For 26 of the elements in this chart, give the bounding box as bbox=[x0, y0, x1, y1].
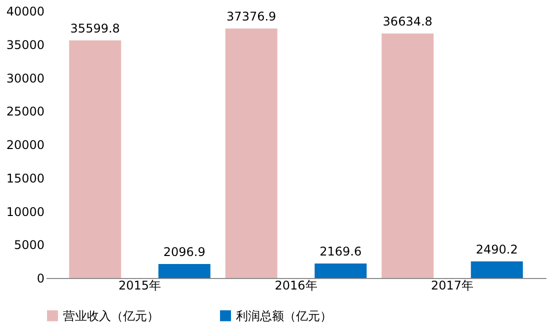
bar bbox=[314, 264, 367, 278]
x-tick-label: 2017年 bbox=[430, 278, 474, 292]
legend-label: 利润总额（亿元） bbox=[236, 308, 332, 323]
bar bbox=[382, 33, 434, 278]
y-tick-label: 30000 bbox=[6, 71, 44, 86]
y-tick-label: 20000 bbox=[6, 138, 44, 152]
data-label: 2096.9 bbox=[163, 245, 206, 260]
y-tick-label: 15000 bbox=[6, 171, 44, 186]
data-label: 36634.8 bbox=[382, 14, 432, 28]
y-tick-label: 5000 bbox=[14, 238, 44, 252]
data-label: 2169.6 bbox=[320, 244, 362, 259]
data-label: 37376.9 bbox=[226, 10, 276, 24]
data-label: 35599.8 bbox=[70, 21, 120, 36]
bar bbox=[158, 264, 210, 278]
y-tick-label: 25000 bbox=[6, 104, 44, 119]
y-tick-label: 40000 bbox=[6, 4, 44, 18]
y-tick-label: 10000 bbox=[6, 204, 44, 219]
legend-label: 营业收入（亿元） bbox=[63, 308, 159, 323]
bar bbox=[470, 261, 523, 278]
x-tick-label: 2015年 bbox=[118, 278, 162, 292]
data-label: 2490.2 bbox=[476, 242, 518, 256]
bar bbox=[69, 40, 122, 278]
y-tick-label: 0 bbox=[36, 272, 44, 286]
y-tick-label: 35000 bbox=[6, 38, 44, 52]
bar bbox=[225, 28, 278, 278]
x-tick-label: 2016年 bbox=[274, 278, 318, 292]
